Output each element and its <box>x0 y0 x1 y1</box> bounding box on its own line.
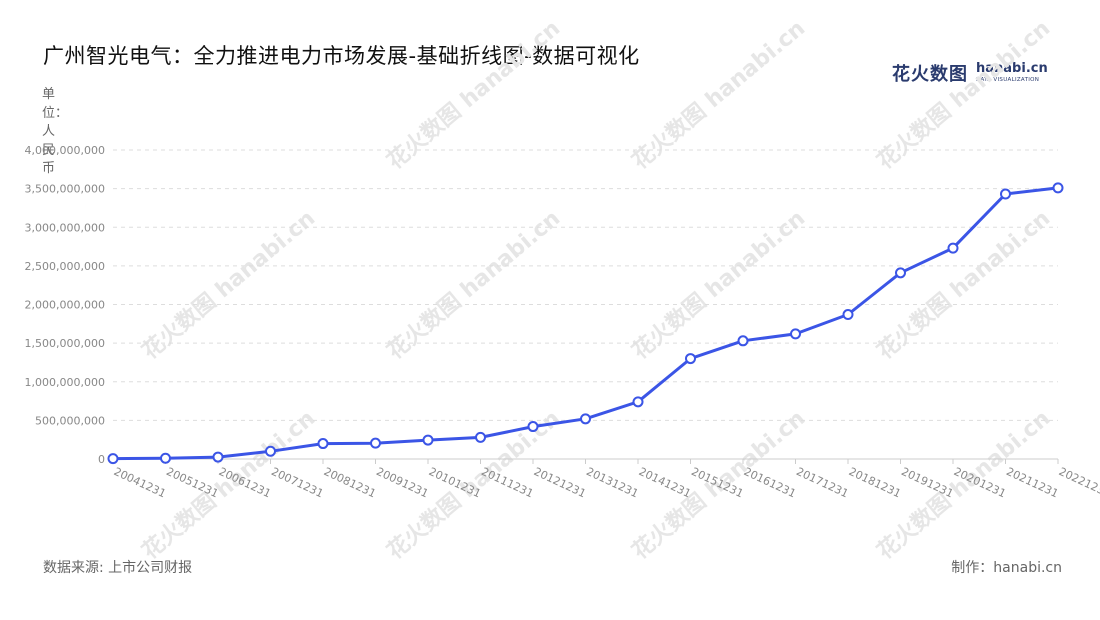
brand-logo: 花火数图 hanabi.cn DATA VISUALIZATION <box>892 60 1048 86</box>
data-point <box>737 335 749 347</box>
data-point <box>1000 188 1011 200</box>
x-tick-label: 20221231 <box>1057 465 1100 500</box>
logo-text-en: hanabi.cn <box>976 61 1048 76</box>
series-layer <box>107 182 1064 465</box>
y-tick-label: 0 <box>98 453 105 466</box>
x-tick-label: 20141231 <box>637 465 693 500</box>
chart-title: 广州智光电气：全力推进电力市场发展-基础折线图-数据可视化 <box>43 44 640 68</box>
data-point <box>947 242 959 254</box>
x-tick-label: 20161231 <box>742 465 798 500</box>
y-tick-label: 4,000,000,000 <box>25 144 105 157</box>
data-point <box>370 437 381 449</box>
data-point <box>422 434 434 446</box>
data-point <box>685 353 696 365</box>
data-point <box>632 396 644 408</box>
data-point <box>160 452 171 464</box>
y-tick-label: 2,000,000,000 <box>25 299 105 312</box>
x-tick-label: 20171231 <box>794 465 850 500</box>
maker-credit: 制作：hanabi.cn <box>951 560 1062 576</box>
data-point <box>527 421 539 433</box>
x-tick-label: 20121231 <box>532 465 588 500</box>
data-point <box>580 413 591 425</box>
x-tick-label: 20071231 <box>269 465 325 500</box>
y-tick-label: 1,500,000,000 <box>25 337 105 350</box>
data-point <box>1052 182 1064 194</box>
y-tick-label: 3,500,000,000 <box>25 183 105 196</box>
data-source: 数据来源: 上市公司财报 <box>43 560 193 576</box>
watermark-text: 花火数图 hanabi.cn <box>627 15 810 174</box>
data-point <box>265 445 276 457</box>
data-point <box>475 431 486 443</box>
data-point <box>107 453 119 465</box>
x-tick-label: 20211231 <box>1004 465 1060 500</box>
watermark-text: 花火数图 hanabi.cn <box>137 205 320 364</box>
y-tick-label: 1,000,000,000 <box>25 376 105 389</box>
data-point <box>895 267 906 279</box>
y-tick-label: 3,000,000,000 <box>25 221 105 234</box>
data-point <box>212 451 224 463</box>
logo-subtitle: DATA VISUALIZATION <box>976 77 1040 83</box>
logo-text-cn: 花火数图 <box>892 64 968 85</box>
grid-lines <box>113 149 1058 460</box>
y-tick-label: 500,000,000 <box>35 414 105 427</box>
watermark-text: 花火数图 hanabi.cn <box>872 205 1055 364</box>
watermark-text: 花火数图 hanabi.cn <box>382 205 565 364</box>
data-point <box>317 438 329 450</box>
watermark-text: 花火数图 hanabi.cn <box>872 15 1055 174</box>
x-tick-label: 20091231 <box>374 465 430 500</box>
data-point <box>842 309 854 321</box>
y-tick-label: 2,500,000,000 <box>25 260 105 273</box>
x-tick-label: 20081231 <box>322 465 378 500</box>
x-tick-label: 20131231 <box>584 465 640 500</box>
watermark-text: 花火数图 hanabi.cn <box>627 205 810 364</box>
data-point <box>790 328 801 340</box>
watermark-text: 花火数图 hanabi.cn <box>382 15 565 174</box>
x-tick-label: 20041231 <box>112 465 168 500</box>
x-tick-label: 20181231 <box>847 465 903 500</box>
y-axis: 0 500,000,000 1,000,000,000 1,500,000,000 2,… <box>25 144 105 466</box>
